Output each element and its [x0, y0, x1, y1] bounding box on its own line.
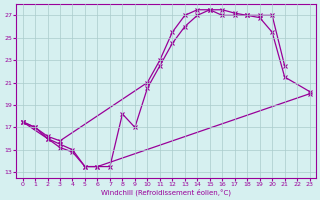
X-axis label: Windchill (Refroidissement éolien,°C): Windchill (Refroidissement éolien,°C): [101, 188, 231, 196]
